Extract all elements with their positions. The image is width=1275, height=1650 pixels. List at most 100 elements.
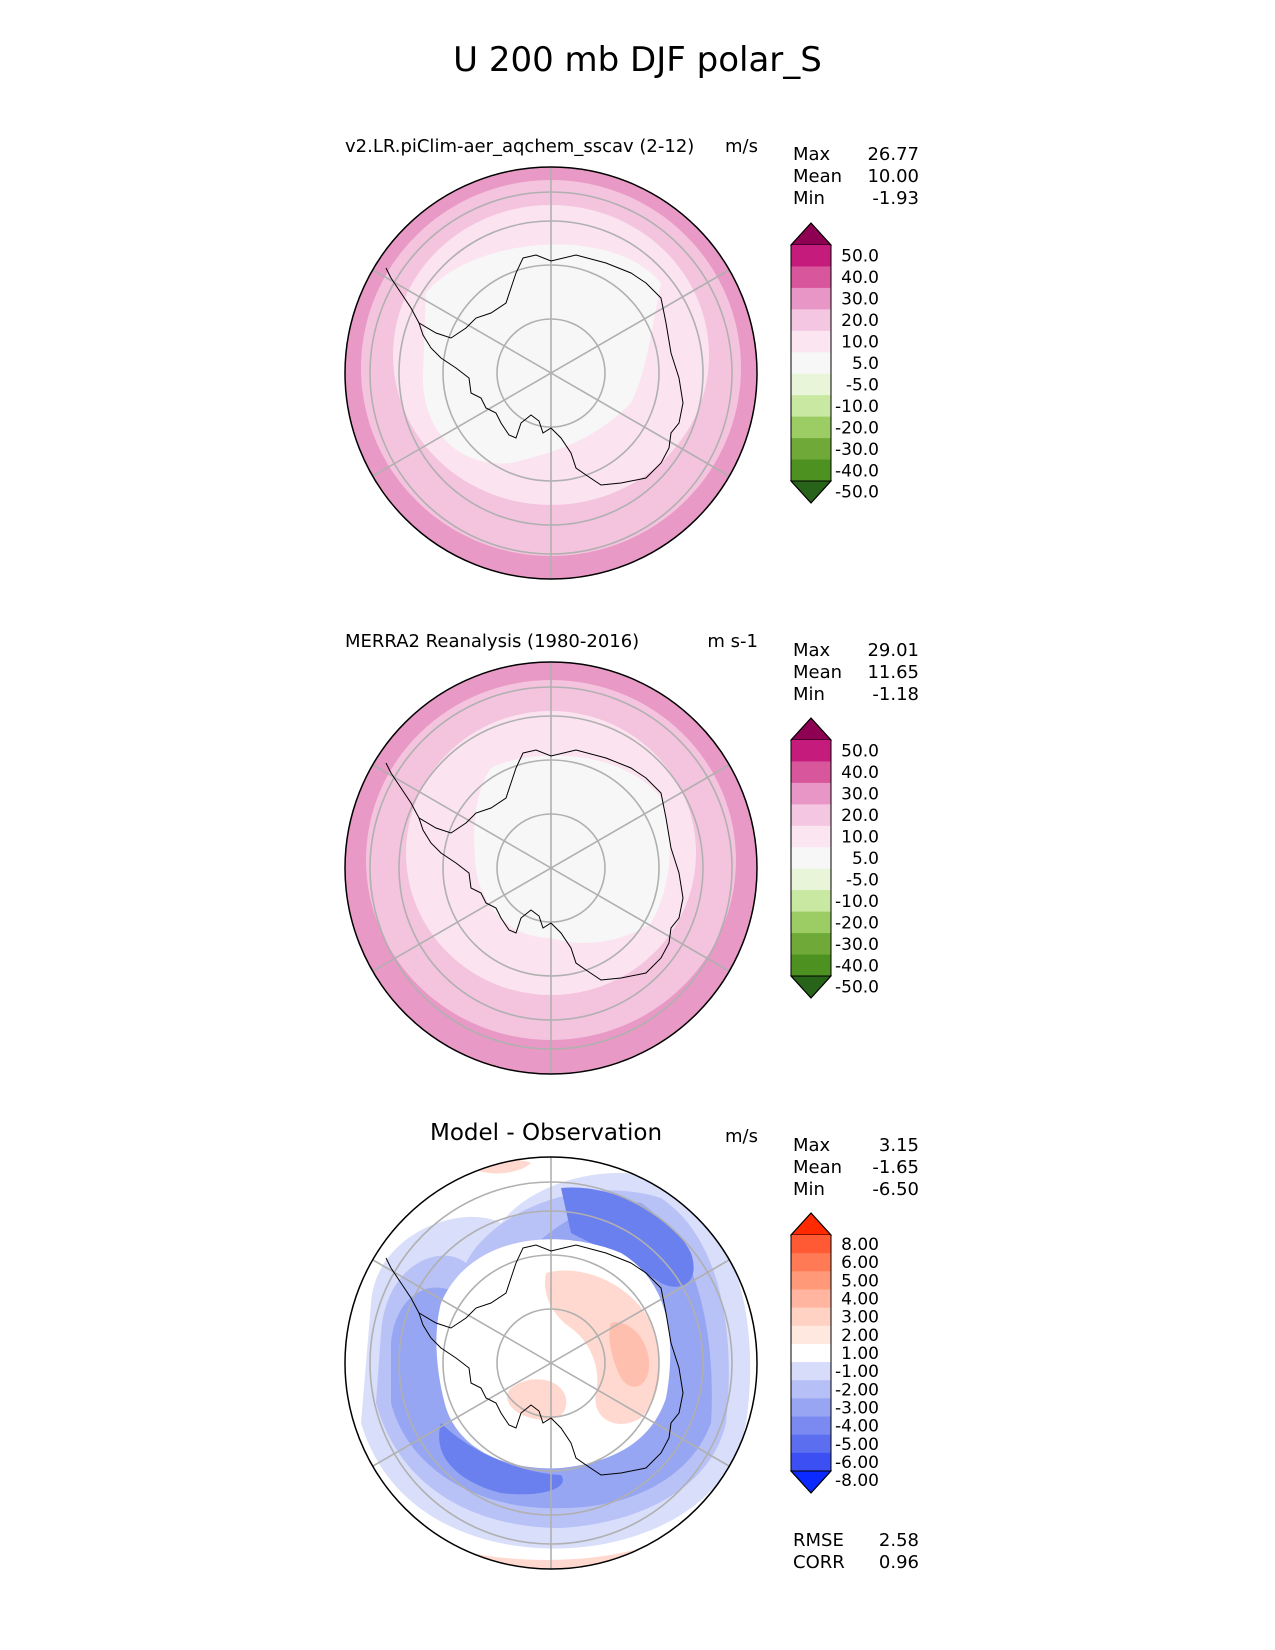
antarctica-coastline [418, 1244, 684, 1476]
colorbar-tick-label: -5.0 [846, 870, 879, 890]
colorbar-tick-label: 40.0 [841, 763, 879, 783]
stat-value: -1.93 [872, 188, 919, 209]
colorbar-extend-top [789, 1212, 833, 1236]
colorbar-band [791, 1362, 831, 1381]
colorbar-band [791, 1307, 831, 1327]
graticule [369, 662, 733, 1074]
colorbar-tick-label: 5.0 [852, 354, 879, 374]
colorbar-tick-label: 10.0 [841, 828, 879, 848]
colorbar-band [791, 438, 831, 461]
map-border [344, 1156, 758, 1570]
figure-title: U 200 mb DJF polar_S [453, 40, 822, 80]
stat-label: CORR [793, 1552, 845, 1573]
colorbar-tick-label: -20.0 [835, 418, 879, 438]
panel-3-colorbar: 8.006.005.004.003.002.001.00-1.00-2.00-3… [789, 1212, 879, 1494]
colorbar-tick-label: 6.00 [841, 1253, 879, 1273]
colorbar-tick-label: 40.0 [841, 268, 879, 288]
panel-1-units: m/s [725, 136, 758, 157]
colorbar-extend-top [789, 717, 833, 741]
colorbar-tick-label: 50.0 [841, 742, 879, 762]
stat-value: 2.58 [878, 1530, 919, 1551]
panel-2-polar-map [344, 661, 758, 1075]
colorbar-tick-label: 50.0 [841, 247, 879, 267]
colorbar-tick-label: -50.0 [835, 483, 879, 503]
stat-label: Min [793, 188, 825, 209]
colorbar-tick-label: 20.0 [841, 806, 879, 826]
colorbar-tick-label: -3.00 [835, 1398, 879, 1418]
stat-value: -6.50 [872, 1179, 919, 1200]
stat-value: -1.65 [872, 1157, 919, 1178]
colorbar-tick-label: -20.0 [835, 913, 879, 933]
colorbar-band [791, 1416, 831, 1436]
colorbar-outline [790, 717, 832, 999]
colorbar-band [791, 1325, 831, 1345]
antarctica-coastline [418, 254, 684, 486]
stat-value: 11.65 [867, 662, 919, 683]
panel-3-polar-map [344, 1156, 758, 1570]
colorbar-band [791, 1253, 831, 1272]
colorbar-tick-label: 4.00 [841, 1290, 879, 1310]
colorbar-extend-top [789, 222, 833, 246]
colorbar-tick-label: 3.00 [841, 1308, 879, 1328]
stat-label: Min [793, 1179, 825, 1200]
colorbar-band [791, 847, 831, 870]
stat-value: 29.01 [867, 640, 919, 661]
colorbar-band [791, 911, 831, 934]
panel-1-title: v2.LR.piClim-aer_aqchem_sscav (2-12) [345, 136, 695, 157]
colorbar-band [791, 266, 831, 289]
colorbar-tick-label: -5.0 [846, 375, 879, 395]
colorbar-band [791, 1235, 831, 1254]
colorbar-band [791, 1398, 831, 1418]
stat-label: Mean [793, 662, 843, 683]
colorbar-band [791, 309, 831, 332]
colorbar-band [791, 459, 831, 482]
panel-1-polar-map [344, 166, 758, 580]
colorbar-tick-label: 10.0 [841, 333, 879, 353]
band-5 [422, 244, 661, 464]
panel-3-title: Model - Observation [430, 1120, 663, 1146]
colorbar-tick-label: -30.0 [835, 935, 879, 955]
panel-1-stats: Max 26.77 Mean 10.00 Min -1.93 [793, 144, 919, 210]
colorbar-band [791, 933, 831, 956]
peninsula-coast [385, 1257, 420, 1314]
panel-3-stats: Max 3.15 Mean -1.65 Min -6.50 [793, 1135, 919, 1201]
colorbar-tick-label: -40.0 [835, 461, 879, 481]
colorbar-band [791, 825, 831, 848]
panel-2-title: MERRA2 Reanalysis (1980-2016) [345, 631, 640, 652]
colorbar-band [791, 1343, 831, 1363]
colorbar-band [791, 782, 831, 805]
neg-core-se [561, 1187, 694, 1287]
stat-label: Max [793, 640, 831, 661]
colorbar-tick-label: -40.0 [835, 956, 879, 976]
colorbar-band [791, 330, 831, 353]
panel-3-extra-stats: RMSE 2.58 CORR 0.96 [793, 1530, 919, 1574]
colorbar-band [791, 1271, 831, 1290]
colorbar-extend-bottom [789, 1470, 833, 1494]
map-border [344, 166, 758, 580]
peninsula-coast [385, 267, 420, 324]
stat-label: Max [793, 144, 831, 165]
colorbar-band [791, 761, 831, 784]
colorbar-band [791, 1452, 831, 1472]
neg-core-s [439, 1423, 563, 1495]
stat-label: Mean [793, 166, 843, 187]
panel-2-stats: Max 29.01 Mean 11.65 Min -1.18 [793, 640, 919, 706]
stat-label: Mean [793, 1157, 843, 1178]
colorbar-band [791, 287, 831, 310]
colorbar-tick-label: 5.00 [841, 1271, 879, 1291]
colorbar-band [791, 890, 831, 913]
colorbar-tick-label: 2.00 [841, 1326, 879, 1346]
stat-value: 10.00 [867, 166, 919, 187]
band-5 [474, 755, 670, 943]
panel-2-units: m s-1 [707, 631, 758, 652]
panel-1-colorbar: 50.040.030.020.010.05.0-5.0-10.0-20.0-30… [789, 222, 879, 504]
pos-east-core [609, 1322, 650, 1387]
map-border [344, 661, 758, 1075]
stat-label: RMSE [793, 1530, 844, 1551]
peninsula-coast [385, 762, 420, 819]
colorbar-outline [790, 222, 832, 504]
colorbar-band [791, 416, 831, 439]
colorbar-band [791, 395, 831, 418]
stat-value: 26.77 [867, 144, 919, 165]
colorbar-band [791, 1434, 831, 1454]
